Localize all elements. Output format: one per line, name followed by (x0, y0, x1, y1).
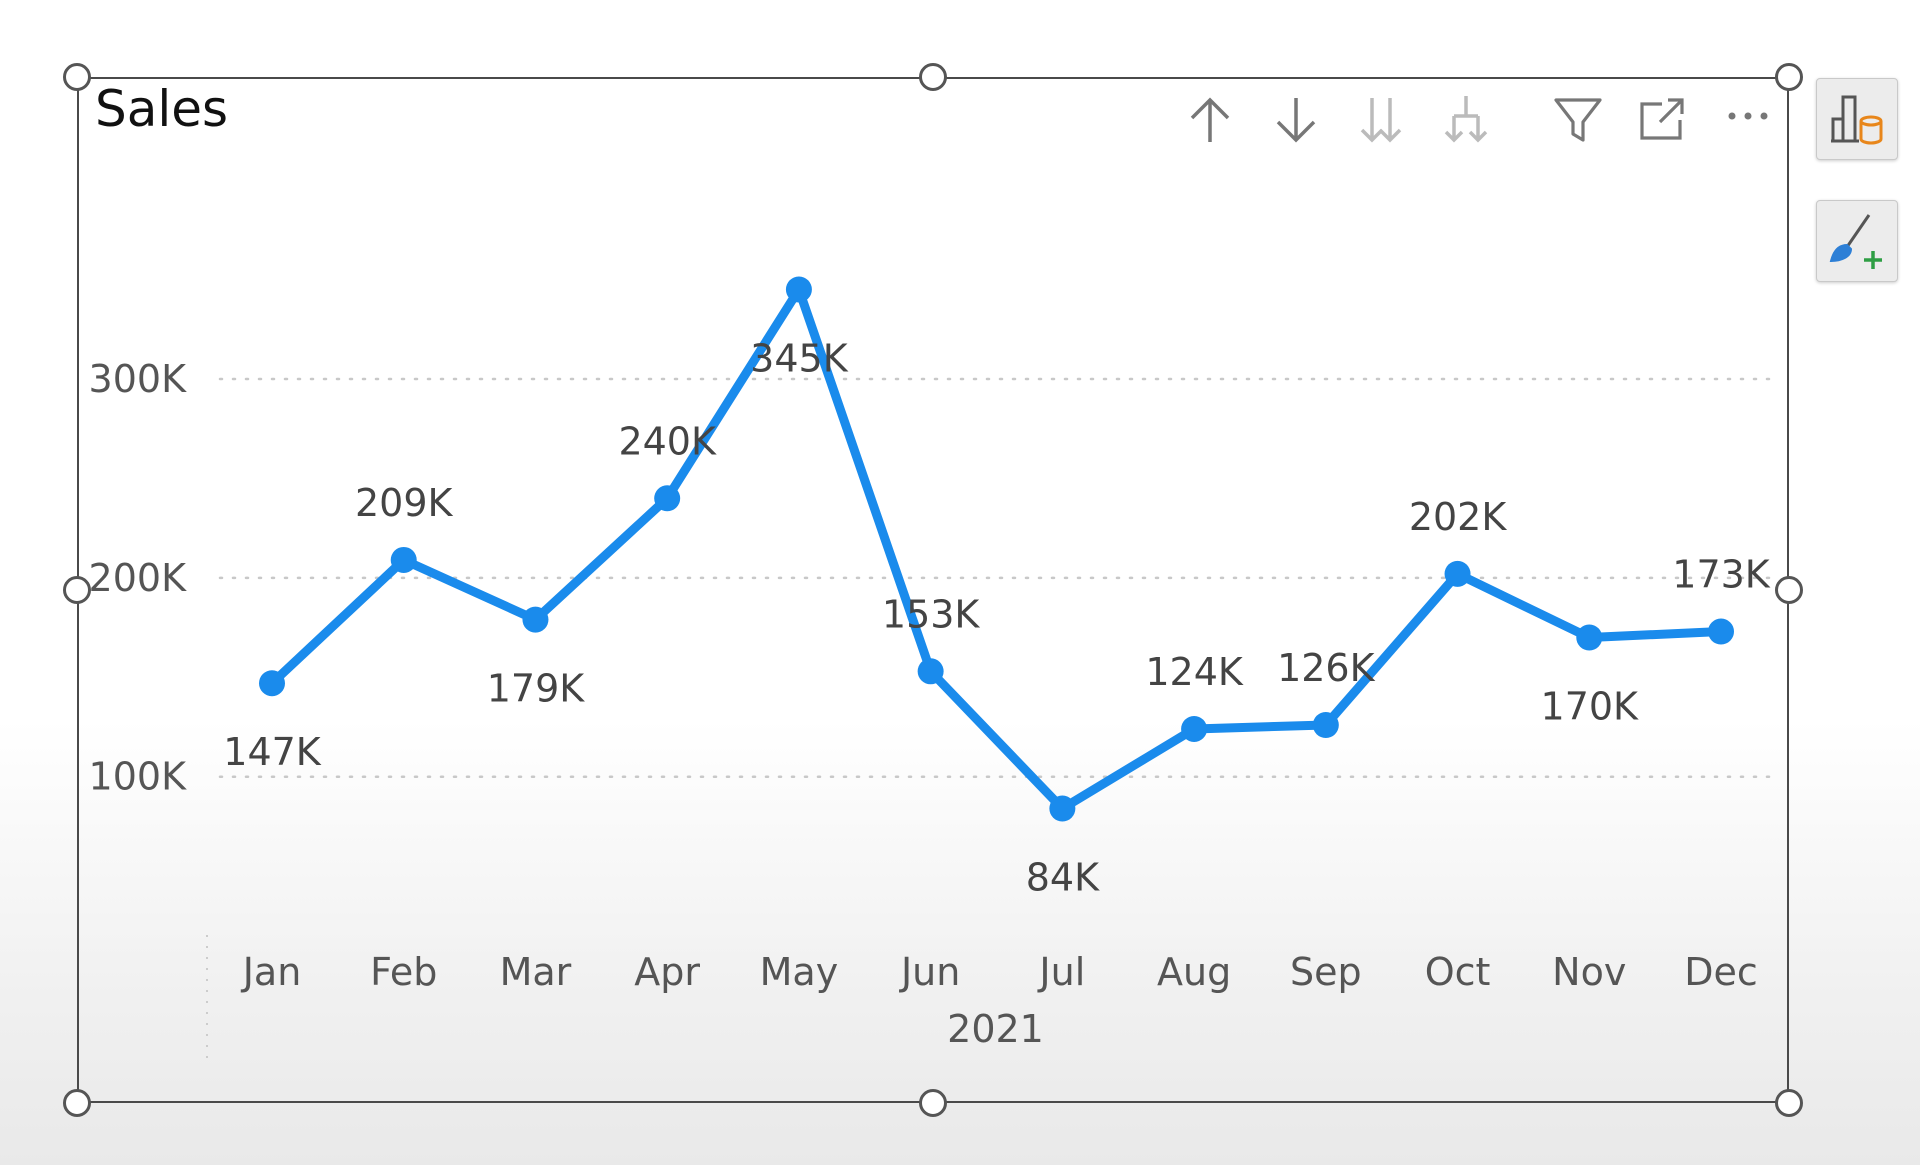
more-options-button[interactable] (1718, 90, 1778, 150)
resize-handle-bottom-right[interactable] (1775, 1089, 1803, 1117)
arrow-up-icon (1190, 97, 1230, 142)
data-point[interactable] (917, 658, 944, 685)
data-label: 345K (750, 336, 849, 380)
filter-button[interactable] (1548, 90, 1608, 150)
data-label: 84K (1026, 856, 1100, 900)
resize-handle-middle-right[interactable] (1775, 576, 1803, 604)
data-point[interactable] (654, 485, 681, 512)
data-label: 173K (1672, 553, 1771, 597)
x-tick-label: Jan (241, 950, 302, 994)
data-label: 126K (1277, 646, 1376, 690)
x-tick-label: Dec (1684, 950, 1758, 994)
more-options-icon (1728, 112, 1768, 120)
data-point[interactable] (522, 606, 549, 633)
x-tick-label: Aug (1157, 950, 1231, 994)
x-tick-label: May (760, 950, 839, 994)
y-tick-label: 300K (89, 357, 188, 401)
data-label: 124K (1145, 650, 1244, 694)
resize-handle-top-right[interactable] (1775, 63, 1803, 91)
drill-up-button[interactable] (1180, 90, 1240, 150)
resize-handle-bottom-left[interactable] (63, 1089, 91, 1117)
expand-hierarchy-icon (1444, 96, 1488, 143)
x-tick-label: Feb (370, 950, 437, 994)
build-visual-button[interactable] (1816, 78, 1898, 160)
x-tick-label: Nov (1552, 950, 1626, 994)
data-point[interactable] (259, 670, 285, 697)
data-point[interactable] (1708, 618, 1734, 645)
data-point[interactable] (1181, 715, 1208, 742)
expand-next-level-button[interactable] (1436, 90, 1496, 150)
focus-mode-button[interactable] (1632, 90, 1692, 150)
x-tick-label: Apr (634, 950, 700, 994)
double-arrow-down-icon (1360, 98, 1402, 143)
x-axis-title: 2021 (947, 1007, 1044, 1051)
data-label: 240K (618, 419, 717, 463)
x-tick-label: Mar (500, 950, 572, 994)
resize-handle-middle-left[interactable] (63, 576, 91, 604)
series-line (267, 284, 1726, 814)
y-tick-label: 100K (89, 755, 188, 799)
format-visual-icon (1829, 214, 1882, 269)
data-label: 147K (223, 730, 322, 774)
data-label: 153K (882, 592, 981, 636)
arrow-down-icon (1276, 98, 1316, 143)
axes: 100K 200K 300K Jan Feb Mar Apr May Jun Jul Aug Sep O… (89, 357, 1758, 1065)
data-points (259, 276, 1734, 822)
data-point[interactable] (785, 276, 812, 303)
x-tick-label: Sep (1290, 950, 1362, 994)
data-label: 202K (1409, 495, 1508, 539)
chart-title: Sales (95, 80, 229, 138)
data-point[interactable] (1576, 624, 1603, 651)
format-visual-button[interactable] (1816, 200, 1898, 282)
resize-handle-bottom-center[interactable] (919, 1089, 947, 1117)
next-level-button[interactable] (1350, 90, 1410, 150)
x-tick-label: Oct (1425, 950, 1491, 994)
data-label: 179K (487, 667, 586, 711)
data-labels: 147K 209K 179K 240K 345K 153K 84K 124K 126K 202K 1… (223, 336, 1771, 899)
build-visual-icon (1831, 95, 1883, 145)
resize-handle-top-left[interactable] (63, 63, 91, 91)
x-tick-label: Jun (899, 950, 960, 994)
data-point[interactable] (1049, 795, 1076, 822)
drill-down-toggle-button[interactable] (1266, 90, 1326, 150)
data-point[interactable] (1312, 712, 1339, 738)
resize-handle-top-center[interactable] (919, 63, 947, 91)
data-label: 170K (1541, 685, 1640, 729)
data-label: 209K (355, 481, 454, 525)
x-tick-label: Jul (1037, 950, 1085, 994)
filter-icon (1554, 98, 1602, 142)
focus-mode-icon (1640, 98, 1684, 140)
data-point[interactable] (390, 546, 417, 573)
data-point[interactable] (1444, 560, 1471, 587)
y-tick-label: 200K (89, 556, 188, 600)
